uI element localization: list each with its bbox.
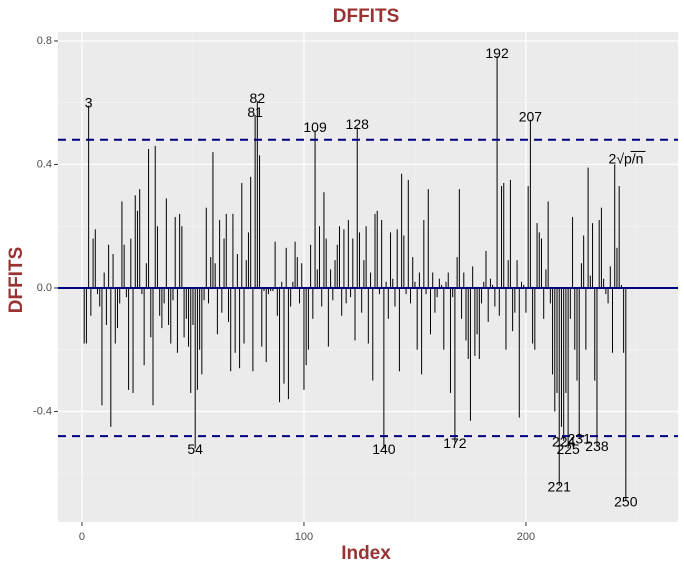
point-label: 192 <box>485 45 509 61</box>
y-tick-label: 0.8 <box>37 35 52 47</box>
chart-title: DFFITS <box>333 6 400 27</box>
point-label: 221 <box>548 478 572 494</box>
x-tick-label: 100 <box>295 531 313 543</box>
point-label: 172 <box>443 435 467 451</box>
point-label: 82 <box>250 90 266 106</box>
point-label: 250 <box>614 494 638 510</box>
x-axis-title: Index <box>341 543 391 564</box>
x-tick-label: 200 <box>517 531 535 543</box>
point-label: 3 <box>85 94 93 110</box>
x-tick-label: 0 <box>79 531 85 543</box>
point-label: 238 <box>585 438 609 454</box>
y-tick-label: 0.0 <box>37 282 52 294</box>
point-label: 207 <box>519 108 543 124</box>
point-label: 109 <box>303 119 327 135</box>
point-label: 225 <box>556 441 580 457</box>
point-label: 224 <box>552 433 576 449</box>
y-axis-title: DFFITS <box>6 247 27 314</box>
y-tick-label: -0.4 <box>33 405 52 417</box>
point-label: 231 <box>568 430 592 446</box>
y-tick-label: 0.4 <box>37 158 52 170</box>
point-label: 140 <box>372 441 396 457</box>
point-label: 81 <box>247 104 263 120</box>
plot-panel <box>58 32 678 522</box>
point-label: 54 <box>187 441 203 457</box>
threshold-label: 2√p/n <box>609 150 644 166</box>
point-label: 128 <box>346 116 370 132</box>
